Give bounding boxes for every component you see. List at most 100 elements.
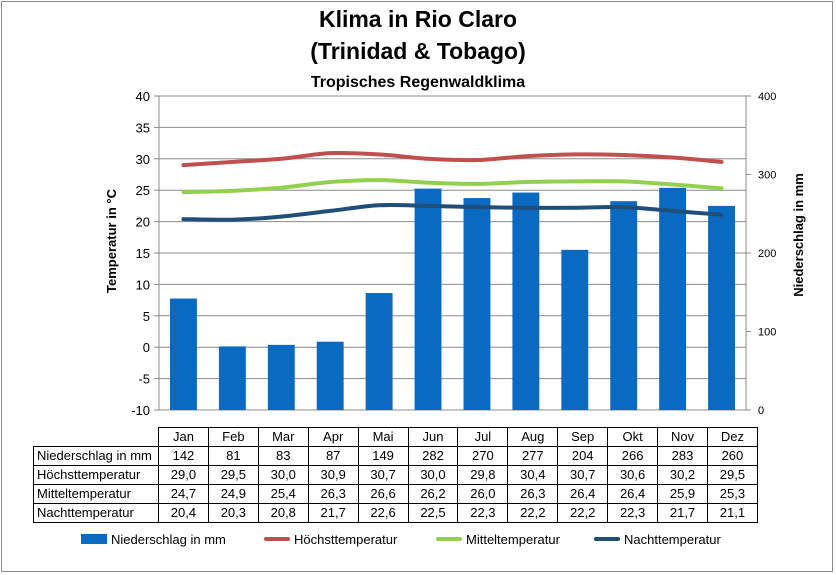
legend-label: Niederschlag in mm — [111, 531, 226, 547]
data-label: 26,4 — [557, 484, 609, 504]
bar-niederschlag-mar — [267, 344, 295, 410]
line-nachttemperatur — [181, 202, 724, 222]
x-tick-label: Sep — [557, 427, 609, 447]
table-row-label: Mitteltemperatur — [33, 484, 159, 504]
y-left-tick-label: 35 — [136, 120, 150, 135]
x-tick-label: Mar — [257, 427, 309, 447]
y-left-tick-label: 20 — [136, 215, 150, 230]
y-left-tick-label: -10 — [131, 403, 150, 418]
x-tick-label: Dez — [706, 427, 758, 447]
data-label: 26,3 — [507, 484, 559, 504]
data-label: 20,4 — [158, 503, 209, 523]
chart-title: Klima in Rio Claro — [318, 6, 518, 32]
data-label: 29,8 — [457, 465, 509, 485]
x-tick-label: Nov — [657, 427, 708, 447]
data-label: 30,0 — [257, 465, 309, 485]
data-label: 204 — [557, 446, 609, 466]
legend-label: Mitteltemperatur — [466, 531, 560, 547]
x-tick-label: Aug — [507, 427, 559, 447]
x-tick-label: Jul — [457, 427, 509, 447]
data-label: 30,9 — [307, 465, 359, 485]
data-label: 149 — [357, 446, 409, 466]
data-label: 22,6 — [357, 503, 409, 523]
data-label: 26,6 — [357, 484, 409, 504]
table-row: Höchsttemperatur 29,0 29,5 30,0 30,9 30,7 30,0… — [33, 465, 758, 485]
data-table: Jan Feb Mar Apr Mai Jun Jul Aug Sep Okt Nov Dez Nied… — [33, 427, 758, 523]
x-tick-label: Okt — [607, 427, 659, 447]
data-label: 21,7 — [657, 503, 708, 523]
y-left-tick-label: 0 — [143, 340, 150, 355]
data-label: 270 — [457, 446, 509, 466]
data-label: 30,4 — [507, 465, 559, 485]
data-label: 25,4 — [257, 484, 309, 504]
data-label: 266 — [607, 446, 659, 466]
bar-niederschlag-feb — [218, 346, 246, 410]
y-left-tick-label: -5 — [138, 372, 150, 387]
x-tick-label: Apr — [307, 427, 359, 447]
data-label: 30,7 — [357, 465, 409, 485]
data-label: 22,3 — [457, 503, 509, 523]
data-label: 29,5 — [706, 465, 758, 485]
data-label: 22,5 — [407, 503, 459, 523]
y-right-tick-label: 300 — [758, 170, 776, 182]
data-label: 26,2 — [407, 484, 459, 504]
y-right-tick-label: 400 — [758, 91, 776, 103]
bar-niederschlag-nov — [659, 187, 687, 410]
data-label: 30,0 — [407, 465, 459, 485]
legend-label: Nachttemperatur — [624, 531, 721, 547]
data-label: 25,3 — [706, 484, 758, 504]
data-label: 87 — [307, 446, 359, 466]
data-label: 30,6 — [607, 465, 659, 485]
bar-niederschlag-aug — [512, 192, 540, 410]
data-label: 24,9 — [207, 484, 259, 504]
y-left-tick-label: 15 — [136, 246, 150, 261]
x-tick-label: Mai — [357, 427, 409, 447]
data-label: 26,0 — [457, 484, 509, 504]
bar-niederschlag-jun — [414, 188, 442, 410]
y-right-tick-label: 0 — [758, 405, 764, 417]
bar-niederschlag-jan — [170, 298, 197, 410]
y-axis-right-label: Niederschlag in mm — [791, 173, 806, 297]
data-label: 20,8 — [257, 503, 309, 523]
table-row: Mitteltemperatur 24,7 24,9 25,4 26,3 26,6 26,2… — [33, 484, 758, 504]
legend-item: Nachttemperatur — [594, 531, 721, 547]
table-row-label: Niederschlag in mm — [33, 446, 159, 466]
legend-item: Höchsttemperatur — [264, 531, 397, 547]
data-label: 29,0 — [158, 465, 209, 485]
data-label: 21,7 — [307, 503, 359, 523]
y-left-tick-label: 10 — [136, 277, 150, 292]
y-left-tick-label: 5 — [143, 309, 150, 324]
data-label: 83 — [257, 446, 309, 466]
data-label: 283 — [657, 446, 708, 466]
legend-swatch — [436, 537, 462, 541]
table-row: Niederschlag in mm 142 81 83 87 149 282 270 277 2… — [33, 446, 758, 466]
data-label: 29,5 — [207, 465, 259, 485]
bar-niederschlag-dez — [708, 205, 735, 410]
legend-swatch — [594, 537, 620, 541]
table-row: Nachttemperatur 20,4 20,3 20,8 21,7 22,6 22,5 2… — [33, 503, 758, 523]
bar-niederschlag-mai — [365, 293, 393, 410]
line-mitteltemperatur — [181, 178, 724, 195]
y-left-tick-label: 40 — [136, 89, 150, 104]
table-row-label: Höchsttemperatur — [33, 465, 159, 485]
chart-title-line2: (Trinidad & Tobago) — [310, 38, 526, 64]
bar-niederschlag-sep — [561, 249, 589, 410]
y-right-tick-label: 100 — [758, 327, 776, 339]
data-label: 20,3 — [207, 503, 259, 523]
legend-label: Höchsttemperatur — [294, 531, 398, 547]
bar-niederschlag-apr — [316, 341, 344, 410]
legend-item: Niederschlag in mm — [81, 531, 226, 547]
data-label: 26,4 — [607, 484, 659, 504]
line-höchsttemperatur — [181, 150, 724, 168]
table-corner — [33, 427, 159, 447]
data-label: 260 — [706, 446, 758, 466]
data-label: 22,2 — [507, 503, 559, 523]
data-label: 26,3 — [307, 484, 359, 504]
legend-swatch — [264, 537, 290, 541]
x-tick-label: Jan — [158, 427, 209, 447]
data-label: 81 — [207, 446, 259, 466]
data-label: 24,7 — [158, 484, 209, 504]
data-label: 30,7 — [557, 465, 609, 485]
data-label: 277 — [507, 446, 559, 466]
